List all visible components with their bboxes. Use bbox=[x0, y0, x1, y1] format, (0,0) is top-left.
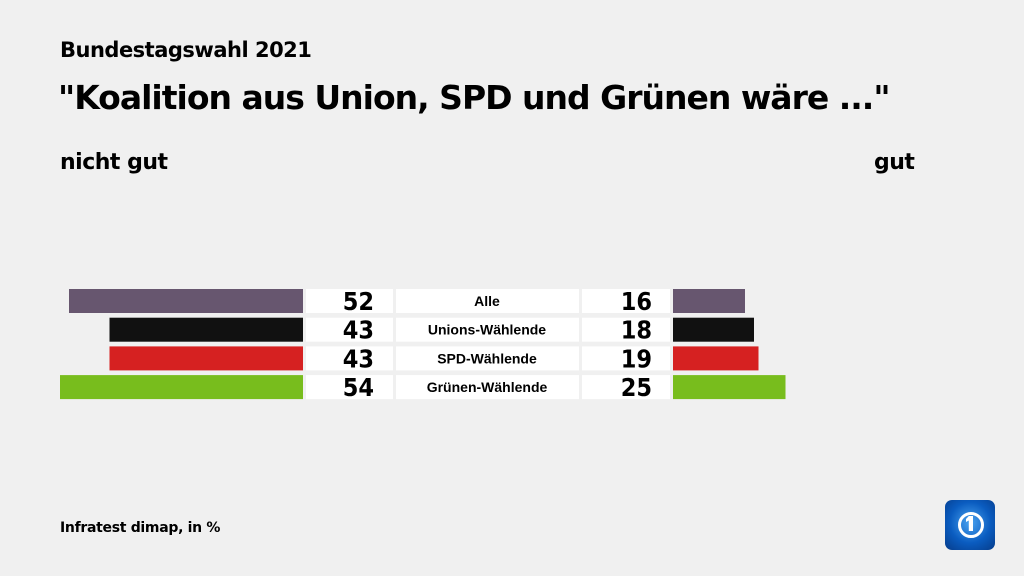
category-label: Alle bbox=[474, 293, 500, 309]
value-box-right bbox=[582, 346, 670, 371]
value-label-nicht-gut: 54 bbox=[343, 373, 374, 402]
bar-nicht-gut bbox=[109, 317, 303, 342]
tagesschau-logo-icon bbox=[945, 500, 995, 550]
value-label-gut: 25 bbox=[621, 373, 652, 402]
left-label: nicht gut bbox=[60, 150, 168, 175]
value-box-right bbox=[582, 375, 670, 400]
category-label: Unions-Wählende bbox=[428, 322, 546, 338]
category-box bbox=[396, 346, 579, 371]
category-box bbox=[396, 375, 579, 400]
source-note: Infratest dimap, in % bbox=[60, 520, 221, 536]
value-label-gut: 19 bbox=[621, 344, 652, 373]
bar-nicht-gut bbox=[69, 289, 303, 313]
value-box-left bbox=[306, 346, 393, 371]
bar-nicht-gut bbox=[60, 375, 303, 400]
bar-gut bbox=[673, 375, 786, 400]
value-label-nicht-gut: 43 bbox=[343, 344, 374, 373]
chart-title: "Koalition aus Union, SPD und Grünen wär… bbox=[58, 78, 891, 117]
bar-gut bbox=[673, 317, 754, 342]
supertitle: Bundestagswahl 2021 bbox=[60, 38, 312, 62]
bar-gut bbox=[673, 346, 759, 371]
value-box-right bbox=[582, 317, 670, 342]
category-box bbox=[396, 317, 579, 342]
bar-gut bbox=[673, 289, 745, 313]
value-label-gut: 18 bbox=[621, 316, 652, 345]
value-box-left bbox=[306, 289, 393, 313]
category-label: Grünen-Wählende bbox=[427, 379, 548, 395]
value-label-nicht-gut: 52 bbox=[343, 287, 374, 316]
right-label: gut bbox=[874, 150, 915, 175]
value-box-left bbox=[306, 317, 393, 342]
category-box bbox=[396, 289, 579, 313]
value-label-nicht-gut: 43 bbox=[343, 316, 374, 345]
value-box-left bbox=[306, 375, 393, 400]
category-label: SPD-Wählende bbox=[437, 350, 537, 366]
value-label-gut: 16 bbox=[621, 287, 652, 316]
bar-nicht-gut bbox=[109, 346, 303, 371]
value-box-right bbox=[582, 289, 670, 313]
